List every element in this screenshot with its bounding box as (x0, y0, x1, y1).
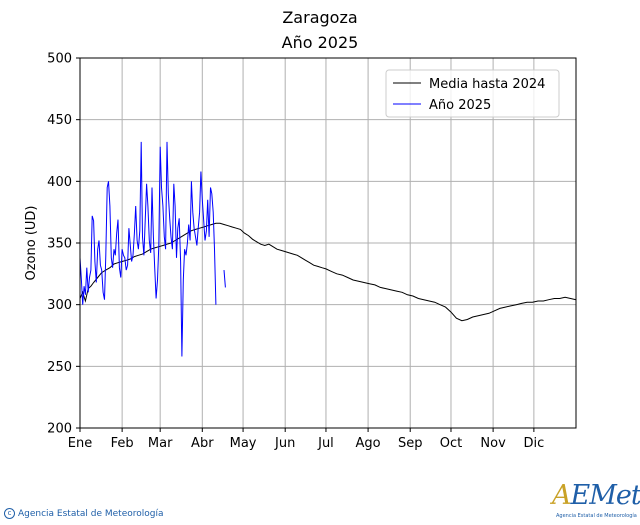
logo-subtitle: Agencia Estatal de Meteorología (556, 513, 637, 519)
x-tick-label: Abr (191, 436, 214, 451)
series-line-2025 (223, 270, 226, 288)
y-tick-label: 450 (47, 113, 72, 128)
x-tick-label: Jul (317, 436, 334, 451)
legend-label-media: Media hasta 2024 (429, 77, 545, 92)
legend: Media hasta 2024 Año 2025 (385, 69, 560, 118)
x-tick-label: Ene (68, 436, 92, 451)
x-tick-label: Dic (523, 436, 544, 451)
agency-name: Agencia Estatal de Meteorología (18, 508, 164, 519)
series-line-2025 (79, 141, 217, 357)
x-tick-label: Ago (356, 436, 381, 451)
x-tick-label: Jun (274, 436, 295, 451)
x-tick-label: May (230, 436, 257, 451)
series-layer (79, 141, 577, 357)
agency-credit: c Agencia Estatal de Meteorología (4, 508, 164, 519)
legend-box (385, 69, 560, 118)
y-tick-label: 500 (47, 52, 72, 67)
chart-title: Zaragoza (282, 8, 357, 27)
y-tick-label: 200 (47, 422, 72, 437)
logo-wordmark: AEMet (552, 480, 640, 511)
y-tick-label: 250 (47, 360, 72, 375)
y-tick-label: 300 (47, 298, 72, 313)
x-tick-label: Sep (398, 436, 423, 451)
copyright-icon: c (4, 508, 15, 519)
chart-subtitle: Año 2025 (282, 33, 359, 52)
x-tick-label: Oct (440, 436, 462, 451)
aemet-logo: AEMet Agencia Estatal de Meteorología (552, 480, 640, 524)
x-tick-label: Mar (148, 436, 173, 451)
x-tick-label: Nov (480, 436, 506, 451)
x-axis-ticks: Ene Feb Mar Abr May Jun Jul Ago Sep Oct Nov Dic (68, 428, 544, 451)
x-tick-label: Feb (111, 436, 134, 451)
y-axis-ticks: 200 250 300 350 400 450 500 (47, 52, 80, 437)
series-line-media (79, 222, 577, 322)
y-tick-label: 350 (47, 237, 72, 252)
y-tick-label: 400 (47, 175, 72, 190)
y-axis-label: Ozono (UD) (24, 205, 39, 280)
legend-label-2025: Año 2025 (429, 98, 491, 113)
